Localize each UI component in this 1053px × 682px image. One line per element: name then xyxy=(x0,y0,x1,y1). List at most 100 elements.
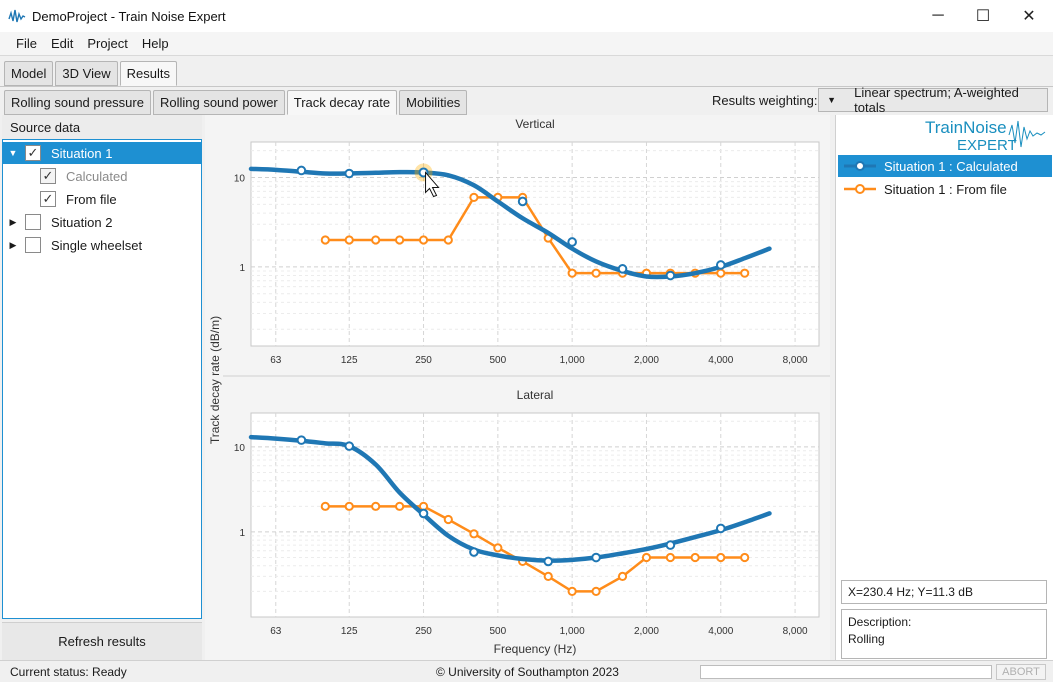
tree-item-label: Situation 2 xyxy=(51,214,113,230)
calculated-marker xyxy=(418,508,429,519)
from-file-marker xyxy=(665,552,675,563)
chevron-down-icon: ▼ xyxy=(827,95,837,105)
abort-button: ABORT xyxy=(996,664,1046,680)
from-file-marker xyxy=(443,235,453,245)
tree-item-label: Situation 1 xyxy=(51,145,113,161)
menu-edit[interactable]: Edit xyxy=(50,36,74,51)
calculated-checkbox: ✓ xyxy=(40,168,56,184)
from-file-marker xyxy=(740,268,750,278)
calculated-marker xyxy=(296,435,307,445)
from-file-marker xyxy=(320,235,330,245)
app-logo-icon xyxy=(8,9,26,23)
x-tick-label: 125 xyxy=(341,626,358,637)
collapse-arrow-icon[interactable]: ▶ xyxy=(9,216,17,227)
x-tick-label: 500 xyxy=(490,355,507,366)
title-bar: DemoProject - Train Noise Expert ─ ☐ ✕ xyxy=(0,0,1053,32)
from-file-marker xyxy=(395,235,405,245)
calculated-marker xyxy=(591,552,601,563)
weighting-dropdown[interactable]: ▼ Linear spectrum; A-weighted totals xyxy=(818,85,1048,115)
from-file-marker xyxy=(591,268,601,278)
from-file-marker xyxy=(567,586,577,596)
close-button[interactable]: ✕ xyxy=(1022,8,1036,25)
from-file-marker xyxy=(320,501,330,511)
from-file-marker xyxy=(443,514,453,525)
tab-track-decay-rate[interactable]: Track decay rate xyxy=(286,90,398,115)
tree-item-situation-1[interactable]: ▼ ✓ Situation 1 xyxy=(3,142,201,164)
from-file-marker xyxy=(567,268,577,278)
situation-1-checkbox[interactable]: ✓ xyxy=(25,145,41,161)
plot-area[interactable]: Vertical 63 125 250 500 1,000 2,000 4,000 8,000 1… xyxy=(205,115,830,660)
menu-project[interactable]: Project xyxy=(87,36,128,51)
x-tick-label: 2,000 xyxy=(634,355,659,366)
menu-file[interactable]: File xyxy=(16,36,37,51)
y-tick-label: 1 xyxy=(239,528,245,539)
x-tick-label: 63 xyxy=(270,626,282,637)
tree-item-calculated[interactable]: ✓ Calculated xyxy=(3,165,201,187)
legend-line-marker-icon xyxy=(844,161,876,171)
from-file-marker xyxy=(716,552,726,563)
calculated-marker xyxy=(469,547,479,557)
maximize-button[interactable]: ☐ xyxy=(975,8,991,25)
tab-rolling-sound-power[interactable]: Rolling sound power xyxy=(152,90,285,115)
x-tick-label: 250 xyxy=(415,355,432,366)
copyright-text: © University of Southampton 2023 xyxy=(436,665,619,679)
tree-item-label: Single wheelset xyxy=(51,237,143,253)
x-tick-label: 8,000 xyxy=(783,355,808,366)
from-file-checkbox[interactable]: ✓ xyxy=(40,191,56,207)
chart-title: Vertical xyxy=(515,117,554,131)
from-file-marker xyxy=(740,552,750,563)
tab-results[interactable]: Results xyxy=(119,61,177,86)
expand-arrow-icon[interactable]: ▼ xyxy=(8,148,18,158)
single-wheelset-checkbox[interactable] xyxy=(25,237,41,253)
legend-line-marker-icon xyxy=(844,184,876,194)
calculated-marker xyxy=(543,556,554,567)
tab-model[interactable]: Model xyxy=(4,61,54,86)
menu-help[interactable]: Help xyxy=(141,36,169,51)
x-tick-label: 4,000 xyxy=(708,626,733,637)
tree-item-situation-2[interactable]: ▶ Situation 2 xyxy=(3,211,201,233)
tab-rolling-sound-pressure[interactable]: Rolling sound pressure xyxy=(4,90,151,115)
x-tick-label: 63 xyxy=(270,355,282,366)
legend-item-from-file[interactable]: Situation 1 : From file xyxy=(838,178,1052,200)
tree-item-single-wheelset[interactable]: ▶ Single wheelset xyxy=(3,234,201,256)
logo-line-1: TrainNoise xyxy=(925,118,1007,137)
series-line-calculated xyxy=(248,434,772,563)
legend-label: Situation 1 : Calculated xyxy=(884,158,1018,174)
x-axis-label: Frequency (Hz) xyxy=(494,642,577,656)
weighting-label: Results weighting: xyxy=(712,93,818,108)
menu-bar: File Edit Project Help xyxy=(0,32,1053,56)
calculated-marker xyxy=(665,540,676,550)
description-label: Description: xyxy=(848,615,912,629)
window-title: DemoProject - Train Noise Expert xyxy=(32,8,226,24)
x-tick-label: 8,000 xyxy=(783,626,808,637)
source-data-header: Source data xyxy=(2,115,202,139)
mouse-cursor-icon xyxy=(425,171,440,198)
train-noise-expert-logo: TrainNoise EXPERT xyxy=(925,118,1046,153)
situation-2-checkbox[interactable] xyxy=(25,214,41,230)
minimize-button[interactable]: ─ xyxy=(932,7,944,24)
tab-divider xyxy=(0,86,1053,87)
from-file-marker xyxy=(418,235,429,245)
calculated-marker xyxy=(344,168,355,179)
y-tick-label: 10 xyxy=(234,174,246,185)
calculated-marker xyxy=(715,523,726,534)
collapse-arrow-icon[interactable]: ▶ xyxy=(9,239,17,250)
legend-item-calculated[interactable]: Situation 1 : Calculated xyxy=(838,155,1052,177)
calculated-marker xyxy=(296,165,307,176)
from-file-marker xyxy=(543,571,553,582)
tab-mobilities[interactable]: Mobilities xyxy=(399,90,468,115)
legend-panel: TrainNoise EXPERT Situation 1 : Calculat… xyxy=(835,115,1053,660)
track-decay-rate-charts[interactable]: Vertical 63 125 250 500 1,000 2,000 4,000 8,000 1… xyxy=(205,115,830,660)
progress-bar xyxy=(700,665,992,679)
calculated-marker xyxy=(567,237,577,247)
tree-item-from-file[interactable]: ✓ From file xyxy=(3,188,201,210)
calculated-marker xyxy=(344,441,355,451)
from-file-marker xyxy=(371,235,381,245)
from-file-marker xyxy=(344,235,354,245)
refresh-results-button[interactable]: Refresh results xyxy=(2,622,202,660)
tab-3d-view[interactable]: 3D View xyxy=(55,61,118,86)
from-file-marker xyxy=(371,501,381,511)
y-tick-label: 1 xyxy=(239,263,245,274)
legend-label: Situation 1 : From file xyxy=(884,181,1007,197)
description-value: Rolling xyxy=(848,632,885,646)
